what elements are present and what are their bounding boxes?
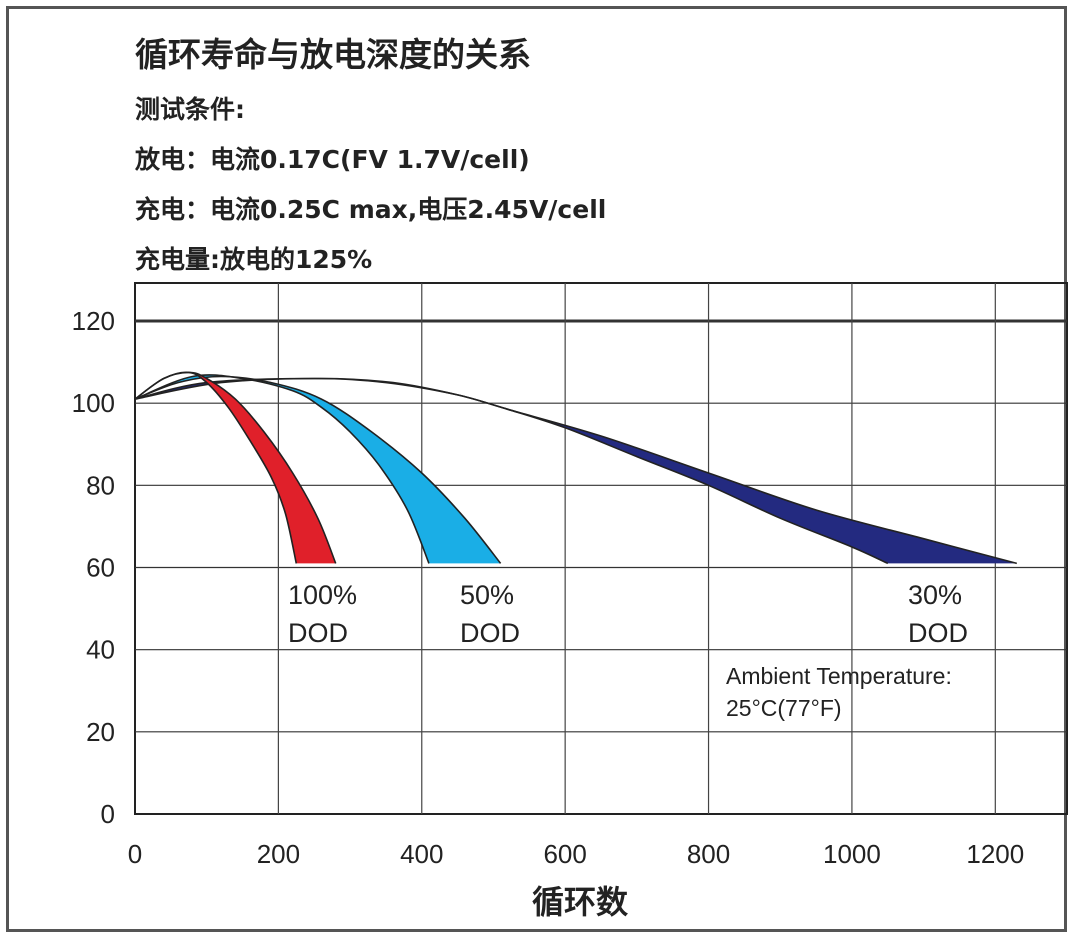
x-tick-label: 800 (687, 839, 730, 869)
dod-label-percent: 100% (288, 580, 357, 610)
dod-label-text: DOD (288, 618, 348, 648)
dod-band-area (135, 378, 1017, 564)
dod-label-text: DOD (908, 618, 968, 648)
x-axis-ticks: 0 200 400 600 800 1000 1200 (128, 839, 1024, 869)
dod-band-area (135, 374, 501, 564)
dod-label-text: DOD (460, 618, 520, 648)
dod-band-area (135, 372, 336, 564)
y-tick-label: 60 (86, 553, 115, 583)
y-tick-label: 100 (72, 388, 115, 418)
chart-frame (6, 6, 1067, 932)
dod-lower-curve (134, 377, 889, 565)
x-tick-label: 1200 (966, 839, 1024, 869)
y-axis-ticks: 120 100 80 60 40 20 0 (72, 306, 115, 829)
x-tick-label: 0 (128, 839, 142, 869)
x-tick-label: 1000 (823, 839, 881, 869)
dod-lower-curve (134, 374, 430, 564)
chart-title: 循环寿命与放电深度的关系 (135, 35, 531, 74)
dod-bands (134, 371, 1018, 565)
y-tick-label: 40 (86, 635, 115, 665)
x-tick-label: 400 (400, 839, 443, 869)
charge-amount-condition: 充电量:放电的125% (135, 245, 373, 274)
dod-lower-curve (134, 371, 298, 564)
ambient-temperature-label: Ambient Temperature: (726, 663, 952, 689)
plot-border (134, 282, 1068, 815)
ambient-temperature-value: 25°C(77°F) (726, 695, 842, 721)
dod-label-percent: 30% (908, 580, 962, 610)
x-tick-label: 600 (543, 839, 586, 869)
discharge-condition: 放电：电流0.17C(FV 1.7V/cell) (135, 145, 530, 174)
y-tick-label: 80 (86, 470, 115, 500)
x-tick-label: 200 (257, 839, 300, 869)
y-tick-label: 20 (86, 717, 115, 747)
test-conditions-heading: 测试条件: (135, 95, 245, 124)
dod-upper-curve (134, 375, 502, 564)
dod-label-percent: 50% (460, 580, 514, 610)
x-axis-label: 循环数 (532, 883, 629, 921)
charge-condition: 充电：电流0.25C max,电压2.45V/cell (135, 195, 607, 224)
y-tick-label: 0 (101, 799, 115, 829)
series-labels: 100% DOD 50% DOD 30% DOD (288, 580, 968, 648)
y-tick-label: 120 (72, 306, 115, 336)
